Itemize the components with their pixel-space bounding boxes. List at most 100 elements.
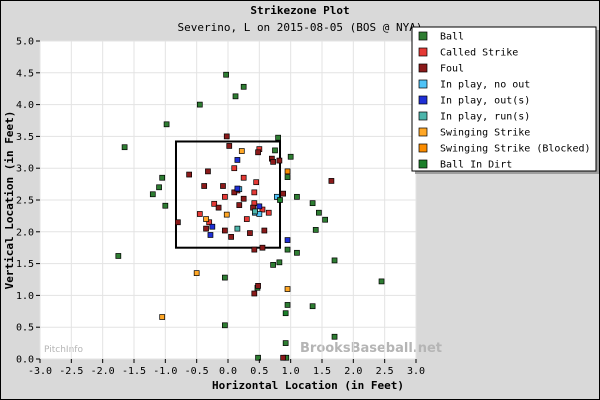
pitch-point-foul [223, 133, 230, 140]
x-tick-label: 3.0 [407, 366, 425, 377]
pitch-point-ball [309, 303, 316, 310]
pitch-point-foul [261, 227, 268, 234]
legend-label-ball-in-dirt: Ball In Dirt [440, 160, 512, 171]
y-tick-label: 3.5 [16, 132, 34, 143]
pitch-point-swinging-strike [193, 270, 200, 276]
x-tick-label: 2.0 [344, 366, 362, 377]
pitch-point-foul [270, 158, 276, 165]
pitch-point-swinging-strike [284, 286, 291, 292]
pitch-point-called-strike [265, 209, 272, 216]
pitch-point-called-strike [211, 200, 218, 207]
pitch-point-ball [331, 333, 338, 340]
legend-label-foul: Foul [440, 64, 464, 75]
legend-box [411, 26, 597, 172]
pitch-point-swinging-strike [238, 148, 245, 154]
pitch-point-ball [255, 354, 261, 361]
chart-title: Strikezone Plot [250, 4, 350, 17]
watermark-right: BrooksBaseball.net [300, 341, 442, 356]
strike-zone-box [174, 140, 282, 249]
pitch-point-foul [276, 157, 283, 164]
legend-label-in-play-no-out: In play, no out [440, 80, 530, 91]
pitch-point-in-play-run-s [252, 208, 258, 215]
legend-swatch-foul [418, 63, 428, 73]
pitch-point-in-play-out-s [234, 185, 241, 192]
y-tick-label: 5.0 [16, 37, 34, 48]
pitch-point-called-strike [243, 216, 250, 222]
y-axis-label: Vertical Location (in Feet) [3, 111, 16, 290]
y-tick-label: 2.5 [16, 196, 34, 207]
pitch-point-called-strike [222, 193, 228, 200]
pitch-point-ball [223, 71, 229, 78]
y-tick-label: 4.5 [16, 68, 34, 79]
pitch-point-ball [240, 83, 247, 90]
pitch-point-ball [331, 257, 338, 264]
legend-label-swinging-strike-blocked: Swinging Strike (Blocked) [440, 144, 591, 155]
pitch-point-ball [270, 262, 276, 268]
pitch-point-ball [222, 322, 228, 329]
y-tick-label: 4.0 [16, 100, 34, 111]
legend-swatch-called-strike [418, 47, 428, 57]
pitch-point-foul [280, 190, 286, 197]
pitch-point-ball-in-dirt [282, 310, 289, 317]
pitch-point-foul [222, 227, 228, 234]
pitch-point-foul [205, 168, 211, 175]
legend-label-in-play-out-s: In play, out(s) [440, 96, 530, 107]
pitch-point-swinging-strike [203, 216, 209, 222]
pitch-point-foul [203, 225, 209, 232]
pitch-point-called-strike [206, 219, 213, 226]
pitch-point-ball [276, 259, 283, 266]
pitch-point-foul [240, 195, 247, 202]
pitch-point-foul [236, 202, 243, 208]
x-tick-label: 1.5 [313, 366, 331, 377]
pitch-point-ball [121, 144, 128, 151]
y-tick-label: 2.0 [16, 227, 34, 238]
x-tick-label: 1.0 [282, 366, 300, 377]
pitch-point-foul [259, 244, 266, 251]
pitch-point-foul [228, 234, 234, 240]
pitch-point-foul [280, 354, 286, 361]
x-tick-label: -0.5 [185, 366, 209, 377]
pitch-point-swinging-strike [159, 314, 166, 320]
pitch-point-foul [215, 204, 222, 211]
pitch-point-ball [294, 193, 300, 200]
x-tick-label: -2.0 [91, 366, 115, 377]
pitch-point-foul [251, 246, 258, 253]
pitch-point-ball [163, 121, 170, 128]
legend-swatch-in-play-run-s [418, 111, 428, 121]
pitch-point-ball [284, 302, 291, 308]
pitch-point-called-strike [231, 165, 238, 172]
pitch-point-ball [282, 340, 289, 346]
pitch-point-ball [196, 101, 203, 108]
x-tick-label: 2.5 [376, 366, 394, 377]
pitch-point-swinging-strike [223, 211, 230, 218]
pitch-point-ball [156, 184, 162, 191]
legend-label-in-play-run-s: In play, run(s) [440, 112, 530, 123]
pitch-point-called-strike [259, 206, 266, 213]
chart-subtitle: Severino, L on 2015-08-05 (BOS @ NYA) [177, 21, 423, 34]
pitch-point-called-strike [253, 179, 260, 186]
watermark-left: PitchInfo [44, 345, 83, 355]
pitch-point-ball [287, 153, 294, 160]
x-tick-label: -2.5 [59, 366, 83, 377]
pitch-point-foul [251, 290, 258, 297]
pitch-point-ball [309, 200, 316, 207]
pitch-point-ball [284, 246, 291, 253]
pitch-point-foul [201, 183, 208, 189]
pitch-point-ball [275, 134, 281, 141]
legend-label-swinging-strike: Swinging Strike [440, 128, 530, 139]
pitch-point-in-play-out-s [209, 223, 216, 230]
x-tick-label: -1.0 [153, 366, 177, 377]
y-tick-label: 1.0 [16, 291, 34, 302]
pitch-point-swinging-strike-blocked [284, 168, 291, 175]
pitch-point-ball [162, 202, 169, 209]
legend-swatch-swinging-strike-blocked [418, 143, 428, 153]
y-tick-label: 1.5 [16, 259, 34, 270]
pitch-point-foul [226, 143, 233, 149]
pitch-point-called-strike [196, 211, 203, 217]
pitch-point-ball [115, 253, 122, 259]
x-axis-label: Horizontal Location (in Feet) [212, 379, 404, 392]
pitch-point-foul [231, 189, 238, 196]
legend-swatch-in-play-no-out [418, 79, 428, 89]
pitch-point-foul [247, 230, 253, 236]
